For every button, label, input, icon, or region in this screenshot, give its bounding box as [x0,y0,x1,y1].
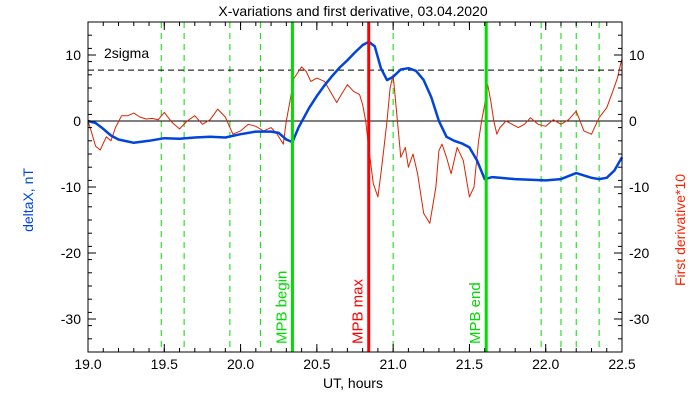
y-tick-label-left: 10 [65,47,81,63]
x-tick-label: 19.5 [151,356,178,372]
threshold-label: 2sigma [104,45,149,61]
chart-title: X-variations and first derivative, 03.04… [218,3,487,19]
y-tick-label-left: -10 [61,179,81,195]
deltax-line [87,40,624,182]
y-axis-label-left: deltaX, nT [20,168,36,232]
x-tick-label: 22.5 [608,356,635,372]
x-tick-label: 22.0 [532,356,559,372]
x-tick-label: 20.5 [303,356,330,372]
marker-label: MPB max [350,278,367,344]
x-tick-label: 21.5 [456,356,483,372]
x-tick-label: 20.0 [227,356,254,372]
y-tick-label-left: -20 [61,245,81,261]
derivative-line [87,58,623,224]
x-tick-label: 21.0 [380,356,407,372]
y-tick-label-right: -20 [629,245,649,261]
marker-label: MPB begin [273,271,290,344]
marker-label: MPB end [467,282,484,344]
y-tick-label-right: 0 [629,113,637,129]
y-tick-label-right: 10 [629,47,645,63]
y-tick-label-right: -10 [629,179,649,195]
x-axis-label: UT, hours [323,375,383,391]
x-tick-label: 19.0 [74,356,101,372]
y-tick-label-right: -30 [629,311,649,327]
reference-lines [88,69,622,122]
dashed-vertical-lines [160,22,600,352]
y-tick-label-left: 0 [73,113,81,129]
mpb-markers: MPB begin MPB max MPB end [273,22,488,352]
y-axis-label-right: First derivative*10 [672,174,688,286]
derivative-series [87,58,623,224]
plot-axes: 19.0 19.5 20.0 20.5 21.0 21.5 22.0 22.5 10 10 0 0 -1… [61,21,649,372]
y-tick-label-left: -30 [61,311,81,327]
deltax-series [87,40,624,182]
